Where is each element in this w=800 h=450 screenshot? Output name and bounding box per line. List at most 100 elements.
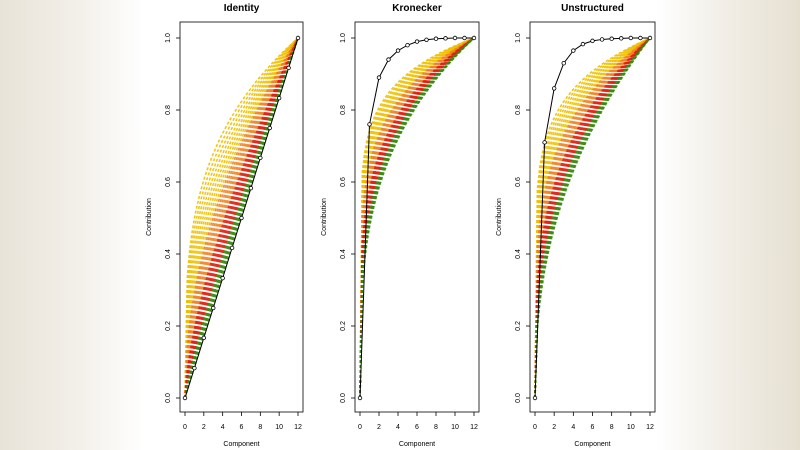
dashed-series-line (534, 37, 651, 399)
data-point (609, 36, 614, 41)
y-tick-label: 0.4 (165, 249, 172, 259)
x-tick-label: 12 (646, 424, 654, 431)
data-point (433, 36, 439, 41)
x-tick-label: 4 (221, 424, 225, 431)
dashed-series-line (184, 37, 299, 399)
dashed-series-line (534, 37, 651, 399)
y-tick-label: 0.2 (165, 321, 172, 331)
dashed-series-line (534, 37, 651, 399)
x-tick-label: 4 (571, 424, 575, 431)
dashed-series-line (184, 37, 299, 399)
data-point (590, 38, 595, 44)
x-axis-label: Component (399, 441, 435, 448)
data-point (192, 365, 197, 371)
y-tick-label: 0.8 (165, 105, 172, 115)
x-axis-label: Component (574, 441, 610, 448)
dashed-series-line (534, 37, 651, 399)
dashed-series-line (184, 37, 299, 399)
dashed-series-line (359, 37, 475, 399)
panel-title: Unstructured (561, 3, 624, 14)
data-point (443, 36, 448, 41)
x-tick-label: 12 (470, 424, 478, 431)
data-point (286, 65, 291, 71)
data-point (248, 185, 254, 191)
dashed-series-line (184, 37, 299, 399)
data-point (276, 95, 282, 101)
data-point (220, 275, 225, 281)
x-tick-label: 2 (552, 424, 556, 431)
y-tick-label: 0.6 (165, 177, 172, 187)
x-tick-label: 8 (434, 424, 438, 431)
dashed-series-line (534, 37, 651, 399)
data-point (201, 335, 207, 341)
data-point (551, 86, 557, 91)
x-tick-label: 0 (533, 424, 537, 431)
data-point (638, 35, 643, 41)
y-tick-label: 0.8 (515, 105, 522, 115)
data-point (357, 395, 363, 401)
dashed-series-line (359, 37, 475, 399)
dashed-series-line (359, 37, 475, 399)
dashed-series-line (184, 37, 299, 399)
data-point (599, 37, 605, 42)
data-point (414, 39, 420, 44)
y-tick-label: 0.6 (340, 177, 347, 187)
panel-identity: Identity 0 2 4 6 8 10 12 0.0 0.2 0.4 0.6 0.8 1.0 Compo… (146, 3, 304, 448)
x-tick-label: 8 (610, 424, 614, 431)
data-point (424, 37, 429, 42)
x-tick-label: 10 (627, 424, 635, 431)
dashed-series-line (184, 37, 299, 399)
y-tick-label: 0.4 (340, 249, 347, 259)
data-point (571, 48, 576, 53)
dashed-series-line (534, 37, 651, 399)
x-tick-label: 2 (202, 424, 206, 431)
y-tick-label: 0.8 (340, 105, 347, 115)
dashed-series-line (184, 37, 299, 399)
dashed-series-line (184, 37, 299, 399)
x-tick-label: 6 (415, 424, 419, 431)
panel-kronecker: Kronecker 0 2 4 6 8 10 12 0.0 0.2 0.4 0.6 0.8 1.0 Comp… (321, 3, 480, 448)
x-axis-label: Component (223, 441, 259, 448)
panel-title: Kronecker (392, 3, 442, 14)
dashed-series-line (534, 37, 651, 399)
data-point (182, 395, 188, 401)
y-tick-label: 0.0 (340, 393, 347, 403)
data-point (542, 140, 547, 145)
data-point (462, 35, 467, 41)
dashed-series-line (359, 37, 475, 399)
data-point (211, 305, 216, 311)
data-point (239, 215, 244, 221)
y-axis-label: Contribution (496, 198, 503, 236)
x-tick-label: 6 (591, 424, 595, 431)
y-axis-label: Contribution (321, 198, 328, 236)
data-point (367, 122, 372, 127)
y-axis-label: Contribution (146, 198, 153, 236)
data-point (532, 395, 538, 401)
data-point (386, 57, 391, 62)
x-tick-label: 10 (451, 424, 459, 431)
data-point (647, 35, 653, 41)
y-tick-label: 0.2 (340, 321, 347, 331)
data-point (405, 43, 410, 48)
y-tick-label: 0.6 (515, 177, 522, 187)
dashed-series-line (534, 37, 651, 399)
dashed-series-line (534, 37, 651, 399)
data-point (580, 41, 586, 47)
data-point (471, 35, 477, 41)
x-tick-label: 12 (294, 424, 302, 431)
dashed-series-line (359, 37, 475, 399)
dashed-series-line (534, 37, 651, 399)
dashed-series-line (359, 37, 475, 399)
dashed-series-line (184, 37, 299, 399)
data-point (229, 245, 235, 251)
dashed-series-line (534, 37, 651, 399)
x-tick-label: 4 (396, 424, 400, 431)
dashed-series-line (359, 37, 475, 399)
x-tick-label: 10 (275, 424, 283, 431)
data-point (628, 35, 634, 41)
data-point (452, 35, 458, 41)
dashed-series-line (359, 37, 475, 399)
data-point (561, 61, 566, 66)
data-point (395, 48, 401, 53)
